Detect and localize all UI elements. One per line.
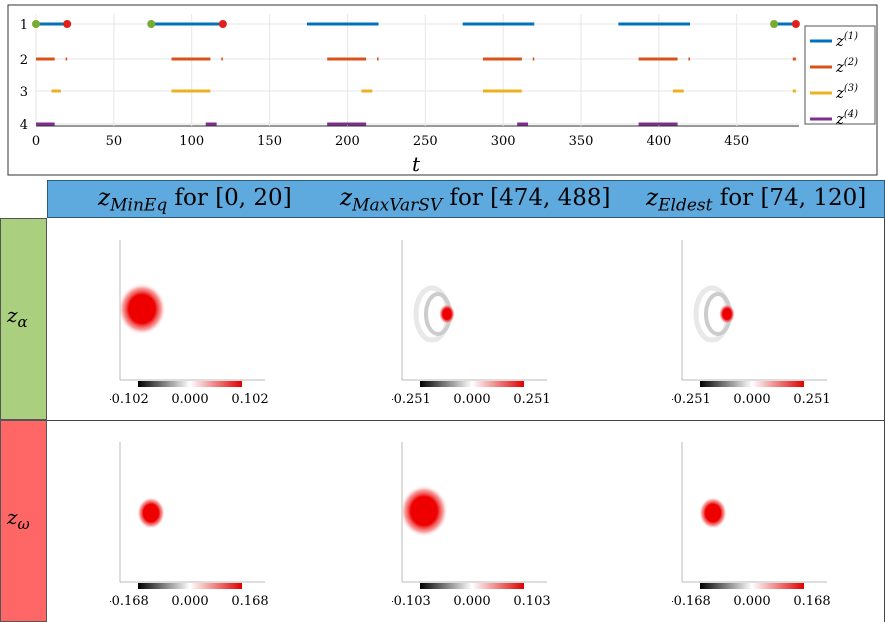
- x-tick-label: 0: [32, 134, 40, 149]
- y-tick-label: 3: [20, 85, 28, 100]
- interval-endpoint-marker: [63, 20, 72, 28]
- colorbar: [420, 583, 524, 589]
- colorbar-tick-label: 0.000: [733, 392, 770, 407]
- colorbar: [700, 381, 804, 387]
- heatmap-cell: -0.168 0.000 0.168: [672, 432, 852, 622]
- row-band-omega: zω: [0, 420, 47, 622]
- column-title-sub: MaxVarSV: [352, 195, 443, 216]
- column-title-min-eq: zMinEq for [0, 20]: [98, 185, 292, 216]
- colorbar-tick-label: -0.102: [110, 392, 149, 407]
- colorbar: [700, 583, 804, 589]
- row-separator: [47, 420, 885, 421]
- row-label-var: z: [7, 303, 18, 327]
- timeline-x-ticks: 0 50 100 150 200 250 300 350 400 450: [32, 134, 749, 149]
- x-tick-label: 250: [413, 134, 438, 149]
- column-title-max-var-sv: zMaxVarSV for [474, 488]: [340, 185, 611, 216]
- colorbar: [138, 381, 242, 387]
- x-tick-label: 150: [257, 134, 282, 149]
- legend-label: z(4): [835, 109, 858, 128]
- column-title-var: z: [340, 185, 353, 211]
- x-tick-label: 350: [569, 134, 594, 149]
- colorbar-tick-label: 0.251: [793, 392, 830, 407]
- column-title-sub: Eldest: [658, 195, 713, 216]
- row-label-omega: zω: [7, 505, 30, 533]
- row-label-sub: ω: [17, 515, 30, 533]
- timeline-series: [36, 22, 796, 126]
- y-tick-label: 1: [20, 18, 28, 33]
- colorbar-tick-label: -0.168: [672, 594, 711, 609]
- interval-endpoint-marker: [147, 20, 156, 28]
- x-tick-label: 50: [106, 134, 123, 149]
- heatmap-plot: -0.168 0.000 0.168: [672, 442, 831, 609]
- column-title-eldest: zEldest for [74, 120]: [646, 185, 866, 216]
- legend-label: z(1): [835, 31, 858, 50]
- x-tick-label: 100: [179, 134, 204, 149]
- row-label-var: z: [7, 505, 18, 529]
- activation-blob: [118, 283, 166, 335]
- heatmap-plot: -0.251 0.000 0.251: [672, 240, 831, 407]
- heatmap-cell: -0.103 0.000 0.103: [392, 432, 572, 622]
- heatmap-cell: -0.102 0.000 0.102: [110, 230, 290, 420]
- heatmap-cell: -0.251 0.000 0.251: [392, 230, 572, 420]
- column-title-text: for [474, 488]: [442, 185, 611, 211]
- heatmap-cell: -0.251 0.000 0.251: [672, 230, 852, 420]
- colorbar: [420, 381, 524, 387]
- colorbar-tick-label: 0.000: [733, 594, 770, 609]
- colorbar-tick-label: 0.168: [231, 594, 268, 609]
- row-label-sub: α: [17, 313, 28, 331]
- heatmap-plot: -0.102 0.000 0.102: [110, 240, 269, 407]
- activation-blob: [699, 497, 727, 529]
- timeline-y-ticks: 1 2 3 4: [20, 18, 28, 133]
- column-title-var: z: [98, 185, 111, 211]
- colorbar-tick-label: 0.000: [171, 594, 208, 609]
- activation-blob: [400, 485, 448, 537]
- legend-label: z(3): [835, 83, 858, 102]
- heatmap-cell: -0.168 0.000 0.168: [110, 432, 290, 622]
- legend-label: z(2): [835, 57, 858, 76]
- column-title-text: for [0, 20]: [167, 185, 292, 211]
- colorbar-tick-label: 0.000: [453, 594, 490, 609]
- row-label-alpha: zα: [7, 303, 28, 331]
- row-band-alpha: zα: [0, 218, 47, 420]
- x-tick-label: 300: [491, 134, 516, 149]
- column-header-bar: zMinEq for [0, 20] zMaxVarSV for [474, 4…: [47, 180, 885, 218]
- colorbar-tick-label: -0.168: [110, 594, 149, 609]
- colorbar-tick-label: -0.251: [672, 392, 711, 407]
- column-title-sub: MinEq: [110, 195, 168, 216]
- x-tick-label: 200: [335, 134, 360, 149]
- heatmap-plot: -0.168 0.000 0.168: [110, 442, 269, 609]
- x-tick-label: 400: [646, 134, 671, 149]
- activation-blob: [719, 304, 735, 324]
- activation-blob: [439, 304, 455, 324]
- heatmap-plot: -0.251 0.000 0.251: [392, 240, 551, 407]
- interval-endpoint-marker: [770, 20, 779, 28]
- colorbar-tick-label: 0.000: [453, 392, 490, 407]
- colorbar: [138, 583, 242, 589]
- activation-blob: [137, 497, 165, 529]
- y-tick-label: 2: [20, 53, 28, 68]
- colorbar-tick-label: 0.103: [513, 594, 550, 609]
- y-tick-label: 4: [20, 118, 28, 133]
- timeline-legend: z(1) z(2) z(3) z(4): [804, 25, 876, 128]
- colorbar-tick-label: 0.102: [231, 392, 268, 407]
- column-title-text: for [74, 120]: [712, 185, 867, 211]
- heatmap-plot: -0.103 0.000 0.103: [392, 442, 551, 609]
- interval-endpoint-marker: [32, 20, 40, 28]
- timeline-markers: [32, 20, 800, 28]
- colorbar-tick-label: 0.000: [171, 392, 208, 407]
- colorbar-tick-label: -0.103: [392, 594, 431, 609]
- interval-endpoint-marker: [791, 20, 800, 28]
- column-title-var: z: [646, 185, 659, 211]
- colorbar-tick-label: 0.251: [513, 392, 550, 407]
- timeline-x-label: t: [412, 152, 421, 176]
- x-tick-label: 450: [724, 134, 749, 149]
- colorbar-tick-label: -0.251: [392, 392, 431, 407]
- interval-endpoint-marker: [218, 20, 227, 28]
- timeline-frame: [7, 4, 878, 176]
- colorbar-tick-label: 0.168: [793, 594, 830, 609]
